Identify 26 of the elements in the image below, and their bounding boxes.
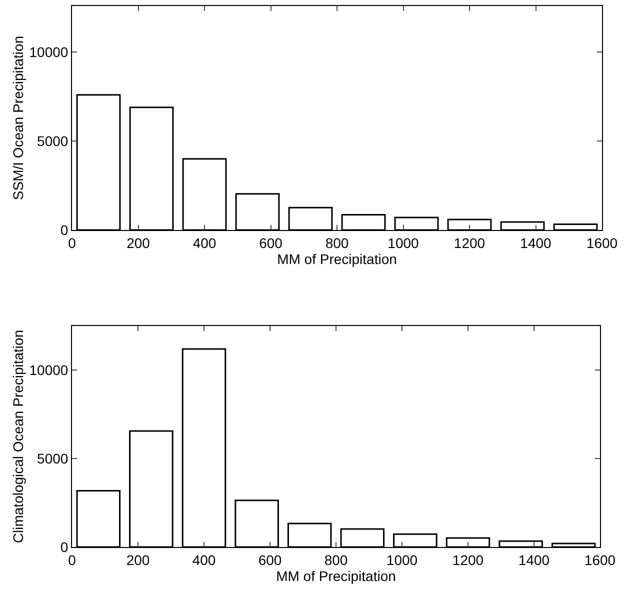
y-tick-label: 0 [60,538,68,555]
x-tick-label: 1200 [452,552,484,568]
x-tick-label: 1000 [388,234,420,251]
y-tick-label: 5000 [37,450,68,466]
x-axis-title: MM of Precipitation [277,250,397,267]
x-tick-label: 400 [192,234,216,251]
x-tick-label: 800 [325,234,349,251]
x-tick-label: 200 [126,552,150,568]
y-tick-label: 0 [60,222,68,238]
x-tick-label: 400 [192,552,216,568]
y-tick-label: 5000 [37,133,68,150]
x-tick-label: 800 [324,552,348,568]
y-axis-title: Climatological Ocean Precipitation [10,330,26,544]
x-tick-label: 1600 [584,552,616,568]
x-tick-label: 1600 [586,234,618,251]
x-tick-label: 1200 [454,234,486,251]
x-tick-label: 200 [126,234,150,251]
x-tick-label: 1000 [386,552,418,568]
x-axis-title: MM of Precipitation [276,568,396,584]
x-tick-label: 1400 [520,234,552,251]
y-tick-label: 10000 [29,362,68,378]
x-tick-label: 600 [259,234,283,251]
y-tick-label: 10000 [29,44,68,60]
y-axis-title: SSM/I Ocean Precipitation [10,36,26,200]
x-tick-label: 1400 [518,552,550,568]
x-tick-label: 600 [258,552,282,568]
